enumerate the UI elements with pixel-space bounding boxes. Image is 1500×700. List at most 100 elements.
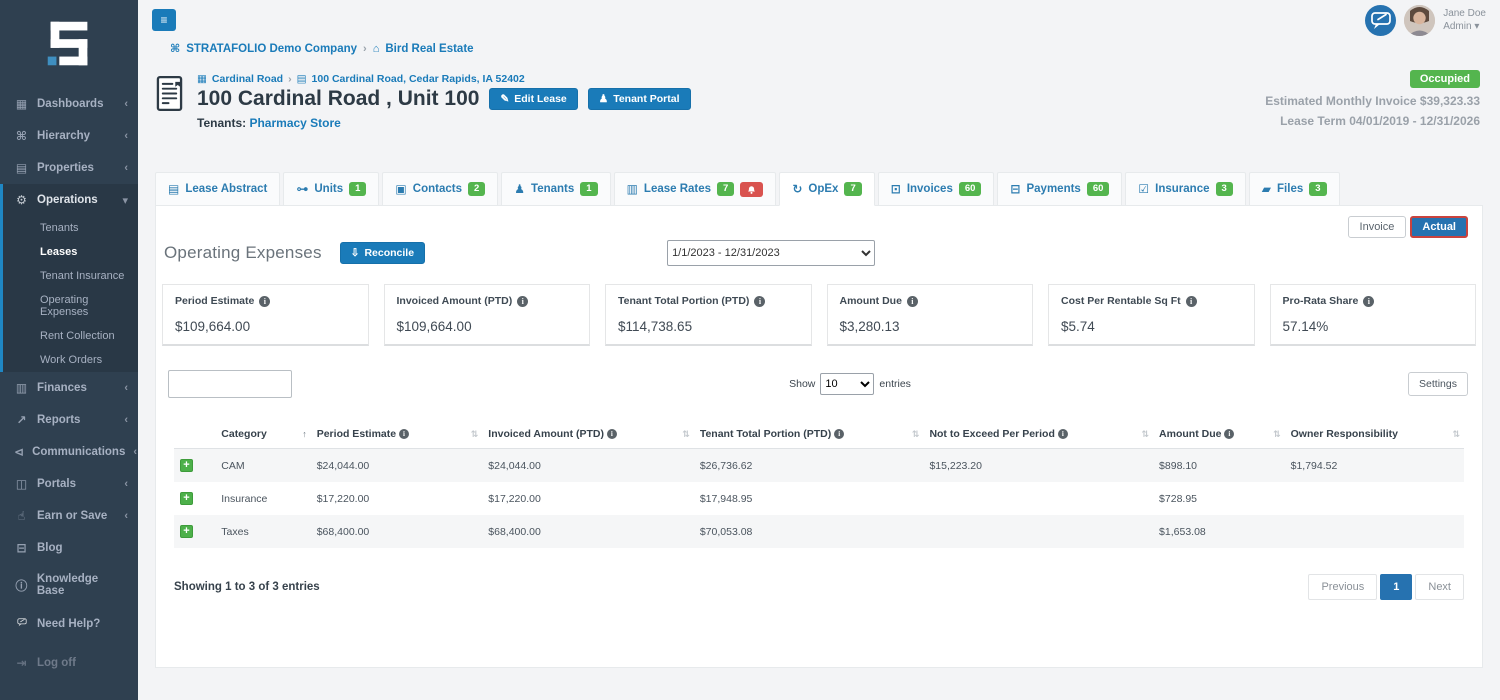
page-1-button[interactable]: 1 (1380, 574, 1413, 600)
expand-row-button[interactable]: + (180, 525, 193, 538)
menu-toggle-button[interactable]: ≡ (152, 9, 176, 31)
sidebar-subitem-work-orders[interactable]: Work Orders (40, 354, 103, 366)
tab-payments[interactable]: ⊟ Payments 60 (997, 172, 1123, 206)
sidebar-item-hierarchy[interactable]: ⌘ Hierarchy ‹ (0, 120, 138, 152)
sidebar-item-operations[interactable]: ⚙ Operations ▾ (3, 184, 138, 216)
tenant-portal-label: Tenant Portal (613, 93, 680, 105)
sidebar-item-dashboards[interactable]: ▦ Dashboards ‹ (0, 88, 138, 120)
period-select[interactable]: 1/1/2023 - 12/31/2023 (667, 240, 876, 266)
info-icon[interactable] (1363, 295, 1375, 307)
opex-panel: Invoice Actual Operating Expenses ⇩ Reco… (155, 205, 1483, 668)
tab-opex[interactable]: ↻ OpEx 7 (779, 172, 875, 206)
info-icon[interactable] (1057, 429, 1068, 439)
sort-icon[interactable]: ⇅ (470, 429, 479, 439)
property-link[interactable]: Cardinal Road (211, 73, 284, 85)
breadcrumb: ⌘ STRATAFOLIO Demo Company › ⌂ Bird Real… (138, 34, 1500, 61)
avatar[interactable] (1404, 4, 1436, 36)
card-label: Amount Due (839, 295, 902, 307)
sort-icon[interactable]: ⇅ (1141, 429, 1150, 439)
sidebar-item-properties[interactable]: ▤ Properties ‹ (0, 152, 138, 184)
sidebar-item-reports[interactable]: ↗ Reports ‹ (0, 404, 138, 436)
sidebar-item-label: Operations (37, 194, 98, 206)
page-size-select[interactable]: 10 (820, 373, 875, 395)
count-badge: 7 (717, 182, 735, 196)
help-chat-icon (14, 615, 29, 632)
tenant-portal-button[interactable]: ♟ Tenant Portal (587, 88, 691, 110)
table-row: + CAM $24,044.00 $24,044.00 $26,736.62 $… (174, 448, 1464, 482)
tab-contacts[interactable]: ▣ Contacts 2 (382, 172, 499, 206)
sidebar-subitem-rent-collection[interactable]: Rent Collection (40, 330, 115, 342)
invoice-toggle-button[interactable]: Invoice (1347, 216, 1407, 238)
breadcrumb-entity-link[interactable]: Bird Real Estate (385, 42, 474, 55)
sidebar-item-blog[interactable]: ⊟ Blog (0, 532, 138, 564)
next-page-button[interactable]: Next (1415, 574, 1464, 600)
column-header-category[interactable]: Category ↑ (215, 420, 311, 449)
sort-icon[interactable]: ⇅ (1452, 429, 1460, 439)
sidebar-subitem-leases[interactable]: Leases (40, 246, 78, 258)
card-label: Pro-Rata Share (1282, 295, 1359, 307)
table-search-input[interactable] (168, 370, 292, 398)
tab-insurance[interactable]: ☑ Insurance 3 (1125, 172, 1246, 206)
column-header-invoiced-amount[interactable]: Invoiced Amount (PTD) ⇅ (482, 420, 694, 449)
operations-icon: ⚙ (16, 193, 27, 207)
info-icon[interactable] (834, 429, 845, 439)
reconcile-button[interactable]: ⇩ Reconcile (339, 242, 426, 264)
sidebar-item-portals[interactable]: ◫ Portals ‹ (0, 468, 138, 500)
column-header-tenant-total-portion[interactable]: Tenant Total Portion (PTD) ⇅ (693, 420, 924, 449)
column-header-amount-due[interactable]: Amount Due ⇅ (1153, 420, 1285, 449)
property-address-link[interactable]: 100 Cardinal Road, Cedar Rapids, IA 5240… (311, 73, 525, 85)
sidebar-item-need-help[interactable]: Need Help? (0, 606, 138, 641)
edit-lease-button[interactable]: ✎ Edit Lease (489, 88, 578, 110)
cell-owner-responsibility (1285, 482, 1464, 515)
table-controls: Show 10 entries Settings (168, 370, 1468, 398)
sidebar-item-communications[interactable]: ⊲ Communications ‹ (0, 436, 138, 468)
tab-files[interactable]: ▰ Files 3 (1248, 172, 1340, 206)
sidebar-item-finances[interactable]: ▥ Finances ‹ (0, 372, 138, 404)
column-header-owner-responsibility[interactable]: Owner Responsibility ⇅ (1284, 420, 1464, 449)
info-icon[interactable] (259, 295, 271, 307)
lease-rates-icon: ▥ (626, 182, 638, 196)
sidebar-item-log-off[interactable]: ⇥ Log off (0, 647, 138, 679)
info-icon[interactable] (906, 295, 918, 307)
tab-label: Payments (1026, 183, 1081, 195)
user-role-dropdown[interactable]: Admin ▾ (1443, 20, 1486, 33)
sort-icon[interactable]: ⇅ (682, 429, 690, 439)
info-icon[interactable] (399, 429, 410, 439)
sidebar-item-earn-or-save[interactable]: ☝ Earn or Save ‹ (0, 500, 138, 532)
expand-row-button[interactable]: + (180, 459, 193, 472)
alert-bell-badge (740, 181, 764, 197)
tab-lease-rates[interactable]: ▥ Lease Rates 7 (613, 172, 777, 206)
info-icon[interactable] (517, 295, 529, 307)
property-icon: ▦ (197, 73, 207, 85)
sort-icon[interactable]: ⇅ (911, 429, 920, 439)
column-header-not-to-exceed[interactable]: Not to Exceed Per Period ⇅ (923, 420, 1154, 449)
info-icon[interactable] (1224, 429, 1235, 439)
sidebar-subitem-tenant-insurance[interactable]: Tenant Insurance (40, 270, 125, 282)
column-header-period-estimate[interactable]: Period Estimate ⇅ (310, 420, 483, 449)
invoices-icon: ⊡ (890, 182, 901, 196)
sidebar-item-knowledge-base[interactable]: ⓘ Knowledge Base (0, 564, 138, 606)
tab-tenants[interactable]: ♟ Tenants 1 (501, 172, 611, 206)
info-icon[interactable] (1185, 295, 1197, 307)
summary-card-period-estimate: Period Estimate $109,664.00 (162, 284, 369, 346)
sort-asc-icon[interactable]: ↑ (302, 429, 307, 439)
previous-page-button[interactable]: Previous (1308, 574, 1378, 600)
tab-units[interactable]: ⊶ Units 1 (283, 172, 380, 206)
info-icon[interactable] (606, 429, 617, 439)
info-icon[interactable] (754, 295, 766, 307)
breadcrumb-company-link[interactable]: STRATAFOLIO Demo Company (186, 42, 358, 55)
tab-invoices[interactable]: ⊡ Invoices 60 (877, 172, 995, 206)
support-chat-icon[interactable] (1365, 4, 1397, 36)
tab-lease-abstract[interactable]: ▤ Lease Abstract (155, 172, 281, 206)
sidebar-item-label: Finances (37, 382, 87, 394)
stratafolio-logo[interactable] (0, 0, 138, 88)
sidebar-subitem-operating-expenses[interactable]: Operating Expenses (40, 294, 89, 318)
expand-row-button[interactable]: + (180, 492, 193, 505)
actual-toggle-button[interactable]: Actual (1410, 216, 1468, 238)
expand-column-header (174, 420, 216, 449)
tenant-link[interactable]: Pharmacy Store (249, 116, 341, 130)
sidebar-nav: ▦ Dashboards ‹ ⌘ Hierarchy ‹ ▤ Propertie… (0, 88, 138, 679)
sort-icon[interactable]: ⇅ (1273, 429, 1281, 439)
sidebar-subitem-tenants[interactable]: Tenants (40, 222, 79, 234)
settings-button[interactable]: Settings (1408, 372, 1468, 396)
